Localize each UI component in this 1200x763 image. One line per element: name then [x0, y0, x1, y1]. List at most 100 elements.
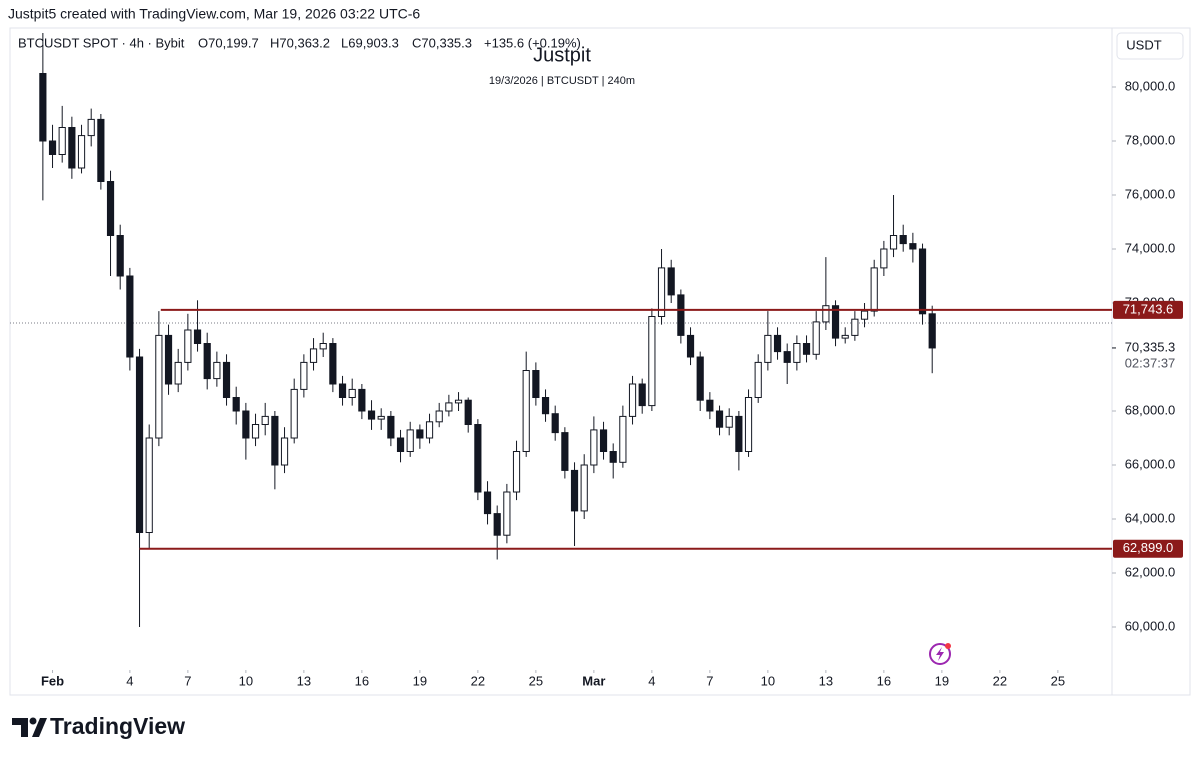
candle-body — [203, 343, 211, 380]
price-label-box — [1113, 539, 1183, 558]
candle-body — [735, 415, 743, 453]
candle-body — [822, 305, 830, 323]
x-tick-label: 25 — [529, 673, 543, 688]
candle-body — [609, 451, 617, 463]
candle-body — [619, 415, 627, 463]
candle-body — [503, 491, 511, 536]
logo-mark — [32, 718, 47, 737]
candle-body — [831, 305, 840, 339]
x-tick-label: 7 — [184, 673, 191, 688]
candle-body — [87, 118, 95, 137]
y-tick-label: 74,000.0 — [1125, 240, 1176, 255]
candle-body — [667, 267, 675, 296]
candle-body — [880, 248, 888, 269]
logo — [12, 717, 47, 737]
candle-body — [39, 72, 47, 142]
price-label-box — [1113, 300, 1183, 319]
watermark-subtitle: 19/3/2026 | BTCUSDT | 240m — [489, 75, 635, 87]
price-label: 71,743.6 — [1123, 301, 1174, 316]
bolt-circle[interactable] — [929, 643, 951, 665]
candle-body — [841, 334, 849, 339]
candle-body — [425, 421, 434, 439]
candle-body — [493, 513, 501, 536]
candle-body — [58, 126, 66, 155]
x-tick-label: 22 — [471, 673, 485, 688]
x-tick-label: 4 — [126, 673, 133, 688]
candle-body — [599, 429, 608, 453]
candle-body — [164, 334, 173, 385]
x-tick-label: 22 — [993, 673, 1007, 688]
y-tick-label: 66,000.0 — [1125, 456, 1176, 471]
candle-body — [628, 383, 637, 417]
y-tick-label: 80,000.0 — [1125, 78, 1176, 93]
x-tick-label: 19 — [935, 673, 949, 688]
candle-body — [300, 361, 308, 390]
x-tick-label: 16 — [877, 673, 891, 688]
candle-body — [174, 361, 182, 385]
candle-body — [696, 356, 704, 401]
candle-body — [551, 413, 559, 434]
legend-symbol: BTCUSDT SPOT · 4h · Bybit — [18, 35, 185, 50]
y-tick-label: 62,000.0 — [1125, 564, 1176, 579]
x-tick-label: 16 — [355, 673, 369, 688]
candle-body — [193, 329, 202, 345]
candle-body — [445, 402, 453, 412]
candle-body — [251, 424, 260, 439]
currency: USDT — [1126, 37, 1161, 52]
last-price-label: 70,335.3 — [1125, 339, 1176, 354]
candle-body — [909, 243, 917, 250]
legend-open: O70,199.7 — [198, 35, 259, 50]
candle-body — [358, 388, 366, 412]
candle-body — [242, 410, 250, 439]
candle-body — [928, 313, 936, 349]
candle-body — [126, 275, 134, 358]
candle-body — [290, 388, 298, 439]
candle-body — [106, 181, 115, 237]
candle-body — [677, 294, 685, 336]
candle-body — [396, 437, 405, 453]
legend-close: C70,335.3 — [412, 35, 472, 50]
candle-body — [580, 464, 588, 512]
candle-body — [464, 399, 472, 426]
legend: BTCUSDT SPOT · 4h · Bybit O70,199.7 H70,… — [18, 35, 581, 50]
candle-body — [222, 361, 231, 399]
candle-body — [367, 410, 376, 420]
candle-body — [213, 361, 221, 380]
candle-body — [773, 334, 782, 353]
candle-body — [348, 388, 356, 399]
candle-body — [77, 135, 86, 169]
x-tick-label: 13 — [297, 673, 311, 688]
candle-body — [870, 267, 878, 312]
x-tick-label: Mar — [582, 673, 605, 688]
candle-body — [522, 370, 530, 453]
bolt — [936, 647, 944, 661]
candle-body — [116, 235, 124, 277]
candle-body — [812, 321, 820, 355]
x-tick-label: 25 — [1051, 673, 1065, 688]
candle-body — [416, 429, 424, 439]
candle-body — [280, 437, 289, 466]
candle-body — [648, 316, 656, 407]
candle-body — [725, 415, 733, 428]
watermark-title: Justpit — [533, 44, 591, 66]
legend-high: H70,363.2 — [270, 35, 330, 50]
candle-body — [474, 424, 482, 493]
x-tick-label: 4 — [648, 673, 655, 688]
candle-body — [657, 267, 666, 318]
candle-body — [532, 370, 540, 399]
y-tick-label: 78,000.0 — [1125, 132, 1176, 147]
candle-body — [406, 429, 414, 453]
currency-button[interactable] — [1116, 32, 1184, 60]
logo-dot — [29, 717, 37, 725]
y-tick-label: 64,000.0 — [1125, 510, 1176, 525]
legend-change: +135.6 (+0.19%) — [484, 35, 581, 50]
candle-body — [744, 397, 753, 453]
candle-body — [232, 397, 240, 412]
footer-logo-text: TradingView — [50, 713, 185, 739]
x-tick-label: 10 — [761, 673, 775, 688]
candle-body — [145, 437, 153, 534]
candle-body — [851, 318, 859, 336]
countdown: 02:37:37 — [1125, 355, 1176, 370]
bolt-icon[interactable] — [929, 643, 951, 665]
